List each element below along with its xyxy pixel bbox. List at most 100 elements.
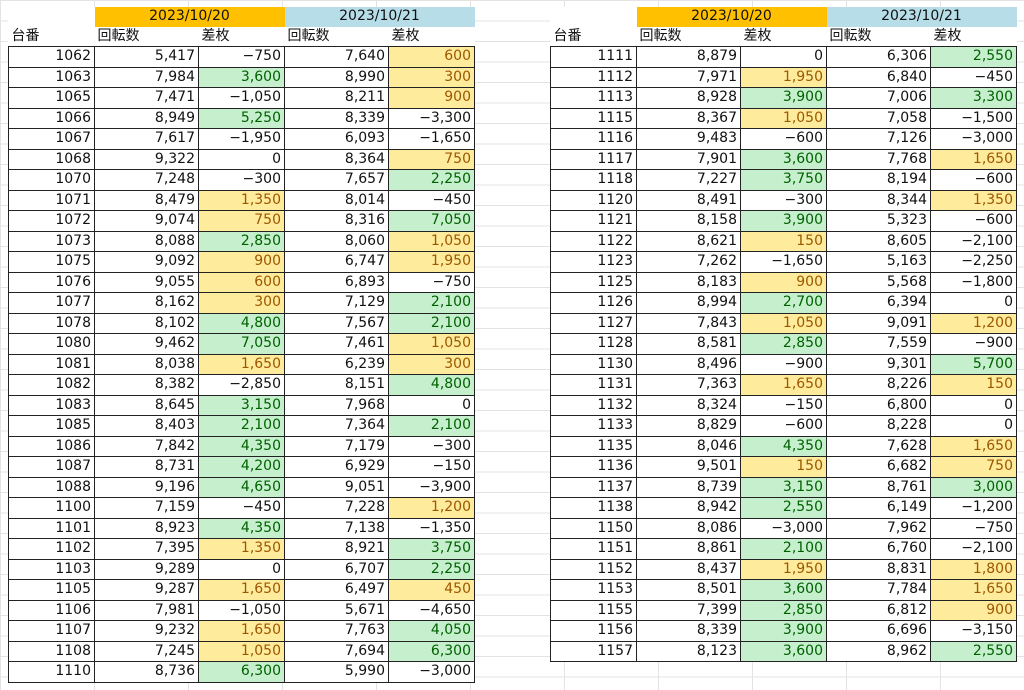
cell-diff-2[interactable]: −2,100 bbox=[930, 538, 1017, 560]
cell-spins-1[interactable]: 7,842 bbox=[94, 435, 199, 457]
cell-diff-1[interactable]: −3,000 bbox=[740, 517, 827, 539]
cell-spins-1[interactable]: 8,501 bbox=[636, 579, 741, 601]
cell-spins-2[interactable]: 5,671 bbox=[284, 599, 389, 621]
cell-diff-2[interactable]: 0 bbox=[930, 292, 1017, 314]
cell-machine-no[interactable]: 1106 bbox=[8, 599, 95, 621]
cell-diff-2[interactable]: 2,100 bbox=[388, 292, 475, 314]
cell-spins-2[interactable]: 6,840 bbox=[826, 66, 931, 88]
cell-spins-2[interactable]: 8,605 bbox=[826, 230, 931, 252]
cell-diff-2[interactable]: −150 bbox=[388, 456, 475, 478]
cell-diff-1[interactable]: 900 bbox=[740, 271, 827, 293]
cell-spins-1[interactable]: 7,159 bbox=[94, 497, 199, 519]
cell-spins-2[interactable]: 8,211 bbox=[284, 87, 389, 109]
cell-diff-2[interactable]: 1,050 bbox=[388, 230, 475, 252]
cell-diff-1[interactable]: 1,650 bbox=[198, 353, 285, 375]
cell-diff-1[interactable]: 4,350 bbox=[198, 435, 285, 457]
cell-machine-no[interactable]: 1063 bbox=[8, 66, 95, 88]
cell-spins-1[interactable]: 8,496 bbox=[636, 353, 741, 375]
cell-diff-2[interactable]: 4,050 bbox=[388, 620, 475, 642]
header-diff-2[interactable]: 差枚 bbox=[388, 26, 475, 47]
cell-machine-no[interactable]: 1111 bbox=[550, 46, 637, 68]
cell-diff-1[interactable]: 7,050 bbox=[198, 333, 285, 355]
cell-machine-no[interactable]: 1133 bbox=[550, 415, 637, 437]
cell-diff-1[interactable]: 0 bbox=[198, 148, 285, 170]
cell-diff-1[interactable]: 4,800 bbox=[198, 312, 285, 334]
cell-diff-1[interactable]: 0 bbox=[740, 46, 827, 68]
cell-diff-2[interactable]: 1,350 bbox=[930, 189, 1017, 211]
cell-spins-2[interactable]: 6,093 bbox=[284, 128, 389, 150]
header-spins-1[interactable]: 回転数 bbox=[94, 26, 199, 47]
cell-machine-no[interactable]: 1087 bbox=[8, 456, 95, 478]
cell-diff-1[interactable]: −2,850 bbox=[198, 374, 285, 396]
cell-diff-1[interactable]: 3,600 bbox=[740, 148, 827, 170]
cell-diff-1[interactable]: 3,900 bbox=[740, 620, 827, 642]
cell-spins-1[interactable]: 9,074 bbox=[94, 210, 199, 232]
cell-diff-1[interactable]: 1,350 bbox=[198, 538, 285, 560]
cell-spins-2[interactable]: 9,091 bbox=[826, 312, 931, 334]
cell-spins-1[interactable]: 9,055 bbox=[94, 271, 199, 293]
cell-diff-1[interactable]: 300 bbox=[198, 292, 285, 314]
cell-spins-2[interactable]: 6,149 bbox=[826, 497, 931, 519]
cell-diff-1[interactable]: −900 bbox=[740, 353, 827, 375]
cell-diff-1[interactable]: 0 bbox=[198, 558, 285, 580]
cell-spins-1[interactable]: 8,046 bbox=[636, 435, 741, 457]
cell-machine-no[interactable]: 1116 bbox=[550, 128, 637, 150]
cell-spins-2[interactable]: 6,682 bbox=[826, 456, 931, 478]
cell-diff-2[interactable]: 5,700 bbox=[930, 353, 1017, 375]
cell-diff-1[interactable]: 2,700 bbox=[740, 292, 827, 314]
cell-diff-2[interactable]: −3,900 bbox=[388, 476, 475, 498]
cell-diff-1[interactable]: 1,650 bbox=[740, 374, 827, 396]
cell-spins-1[interactable]: 8,879 bbox=[636, 46, 741, 68]
date-1-header[interactable]: 2023/10/20 bbox=[94, 7, 285, 27]
cell-diff-2[interactable]: 900 bbox=[930, 599, 1017, 621]
cell-spins-2[interactable]: 6,812 bbox=[826, 599, 931, 621]
cell-diff-2[interactable]: −2,250 bbox=[930, 251, 1017, 273]
cell-machine-no[interactable]: 1073 bbox=[8, 230, 95, 252]
cell-spins-1[interactable]: 8,367 bbox=[636, 107, 741, 129]
cell-spins-1[interactable]: 8,324 bbox=[636, 394, 741, 416]
cell-diff-1[interactable]: 1,050 bbox=[198, 640, 285, 662]
cell-spins-1[interactable]: 8,479 bbox=[94, 189, 199, 211]
cell-diff-1[interactable]: 3,900 bbox=[740, 210, 827, 232]
cell-diff-1[interactable]: −600 bbox=[740, 128, 827, 150]
cell-spins-1[interactable]: 7,399 bbox=[636, 599, 741, 621]
cell-machine-no[interactable]: 1085 bbox=[8, 415, 95, 437]
cell-spins-1[interactable]: 7,843 bbox=[636, 312, 741, 334]
cell-diff-2[interactable]: 0 bbox=[388, 394, 475, 416]
cell-spins-1[interactable]: 9,232 bbox=[94, 620, 199, 642]
cell-diff-2[interactable]: 2,250 bbox=[388, 558, 475, 580]
cell-diff-2[interactable]: 2,550 bbox=[930, 640, 1017, 662]
cell-machine-no[interactable]: 1083 bbox=[8, 394, 95, 416]
cell-machine-no[interactable]: 1103 bbox=[8, 558, 95, 580]
cell-spins-2[interactable]: 8,339 bbox=[284, 107, 389, 129]
cell-spins-1[interactable]: 8,437 bbox=[636, 558, 741, 580]
cell-diff-1[interactable]: 600 bbox=[198, 271, 285, 293]
cell-diff-2[interactable]: 450 bbox=[388, 579, 475, 601]
cell-spins-2[interactable]: 7,657 bbox=[284, 169, 389, 191]
cell-machine-no[interactable]: 1121 bbox=[550, 210, 637, 232]
cell-spins-1[interactable]: 8,621 bbox=[636, 230, 741, 252]
cell-spins-2[interactable]: 8,921 bbox=[284, 538, 389, 560]
cell-machine-no[interactable]: 1127 bbox=[550, 312, 637, 334]
cell-spins-1[interactable]: 9,287 bbox=[94, 579, 199, 601]
cell-spins-2[interactable]: 7,962 bbox=[826, 517, 931, 539]
cell-spins-2[interactable]: 7,461 bbox=[284, 333, 389, 355]
cell-diff-2[interactable]: 600 bbox=[388, 46, 475, 68]
cell-diff-1[interactable]: 1,950 bbox=[740, 558, 827, 580]
cell-diff-2[interactable]: 7,050 bbox=[388, 210, 475, 232]
cell-diff-1[interactable]: 2,850 bbox=[740, 333, 827, 355]
cell-diff-2[interactable]: 1,050 bbox=[388, 333, 475, 355]
cell-spins-2[interactable]: 7,968 bbox=[284, 394, 389, 416]
cell-spins-1[interactable]: 8,994 bbox=[636, 292, 741, 314]
cell-machine-no[interactable]: 1071 bbox=[8, 189, 95, 211]
cell-spins-1[interactable]: 8,086 bbox=[636, 517, 741, 539]
cell-spins-1[interactable]: 8,183 bbox=[636, 271, 741, 293]
cell-machine-no[interactable]: 1122 bbox=[550, 230, 637, 252]
cell-diff-1[interactable]: 4,200 bbox=[198, 456, 285, 478]
cell-diff-2[interactable]: −4,650 bbox=[388, 599, 475, 621]
cell-spins-2[interactable]: 6,394 bbox=[826, 292, 931, 314]
header-diff-1[interactable]: 差枚 bbox=[198, 26, 285, 47]
cell-spins-1[interactable]: 7,901 bbox=[636, 148, 741, 170]
cell-diff-1[interactable]: 1,050 bbox=[740, 107, 827, 129]
cell-spins-1[interactable]: 8,382 bbox=[94, 374, 199, 396]
